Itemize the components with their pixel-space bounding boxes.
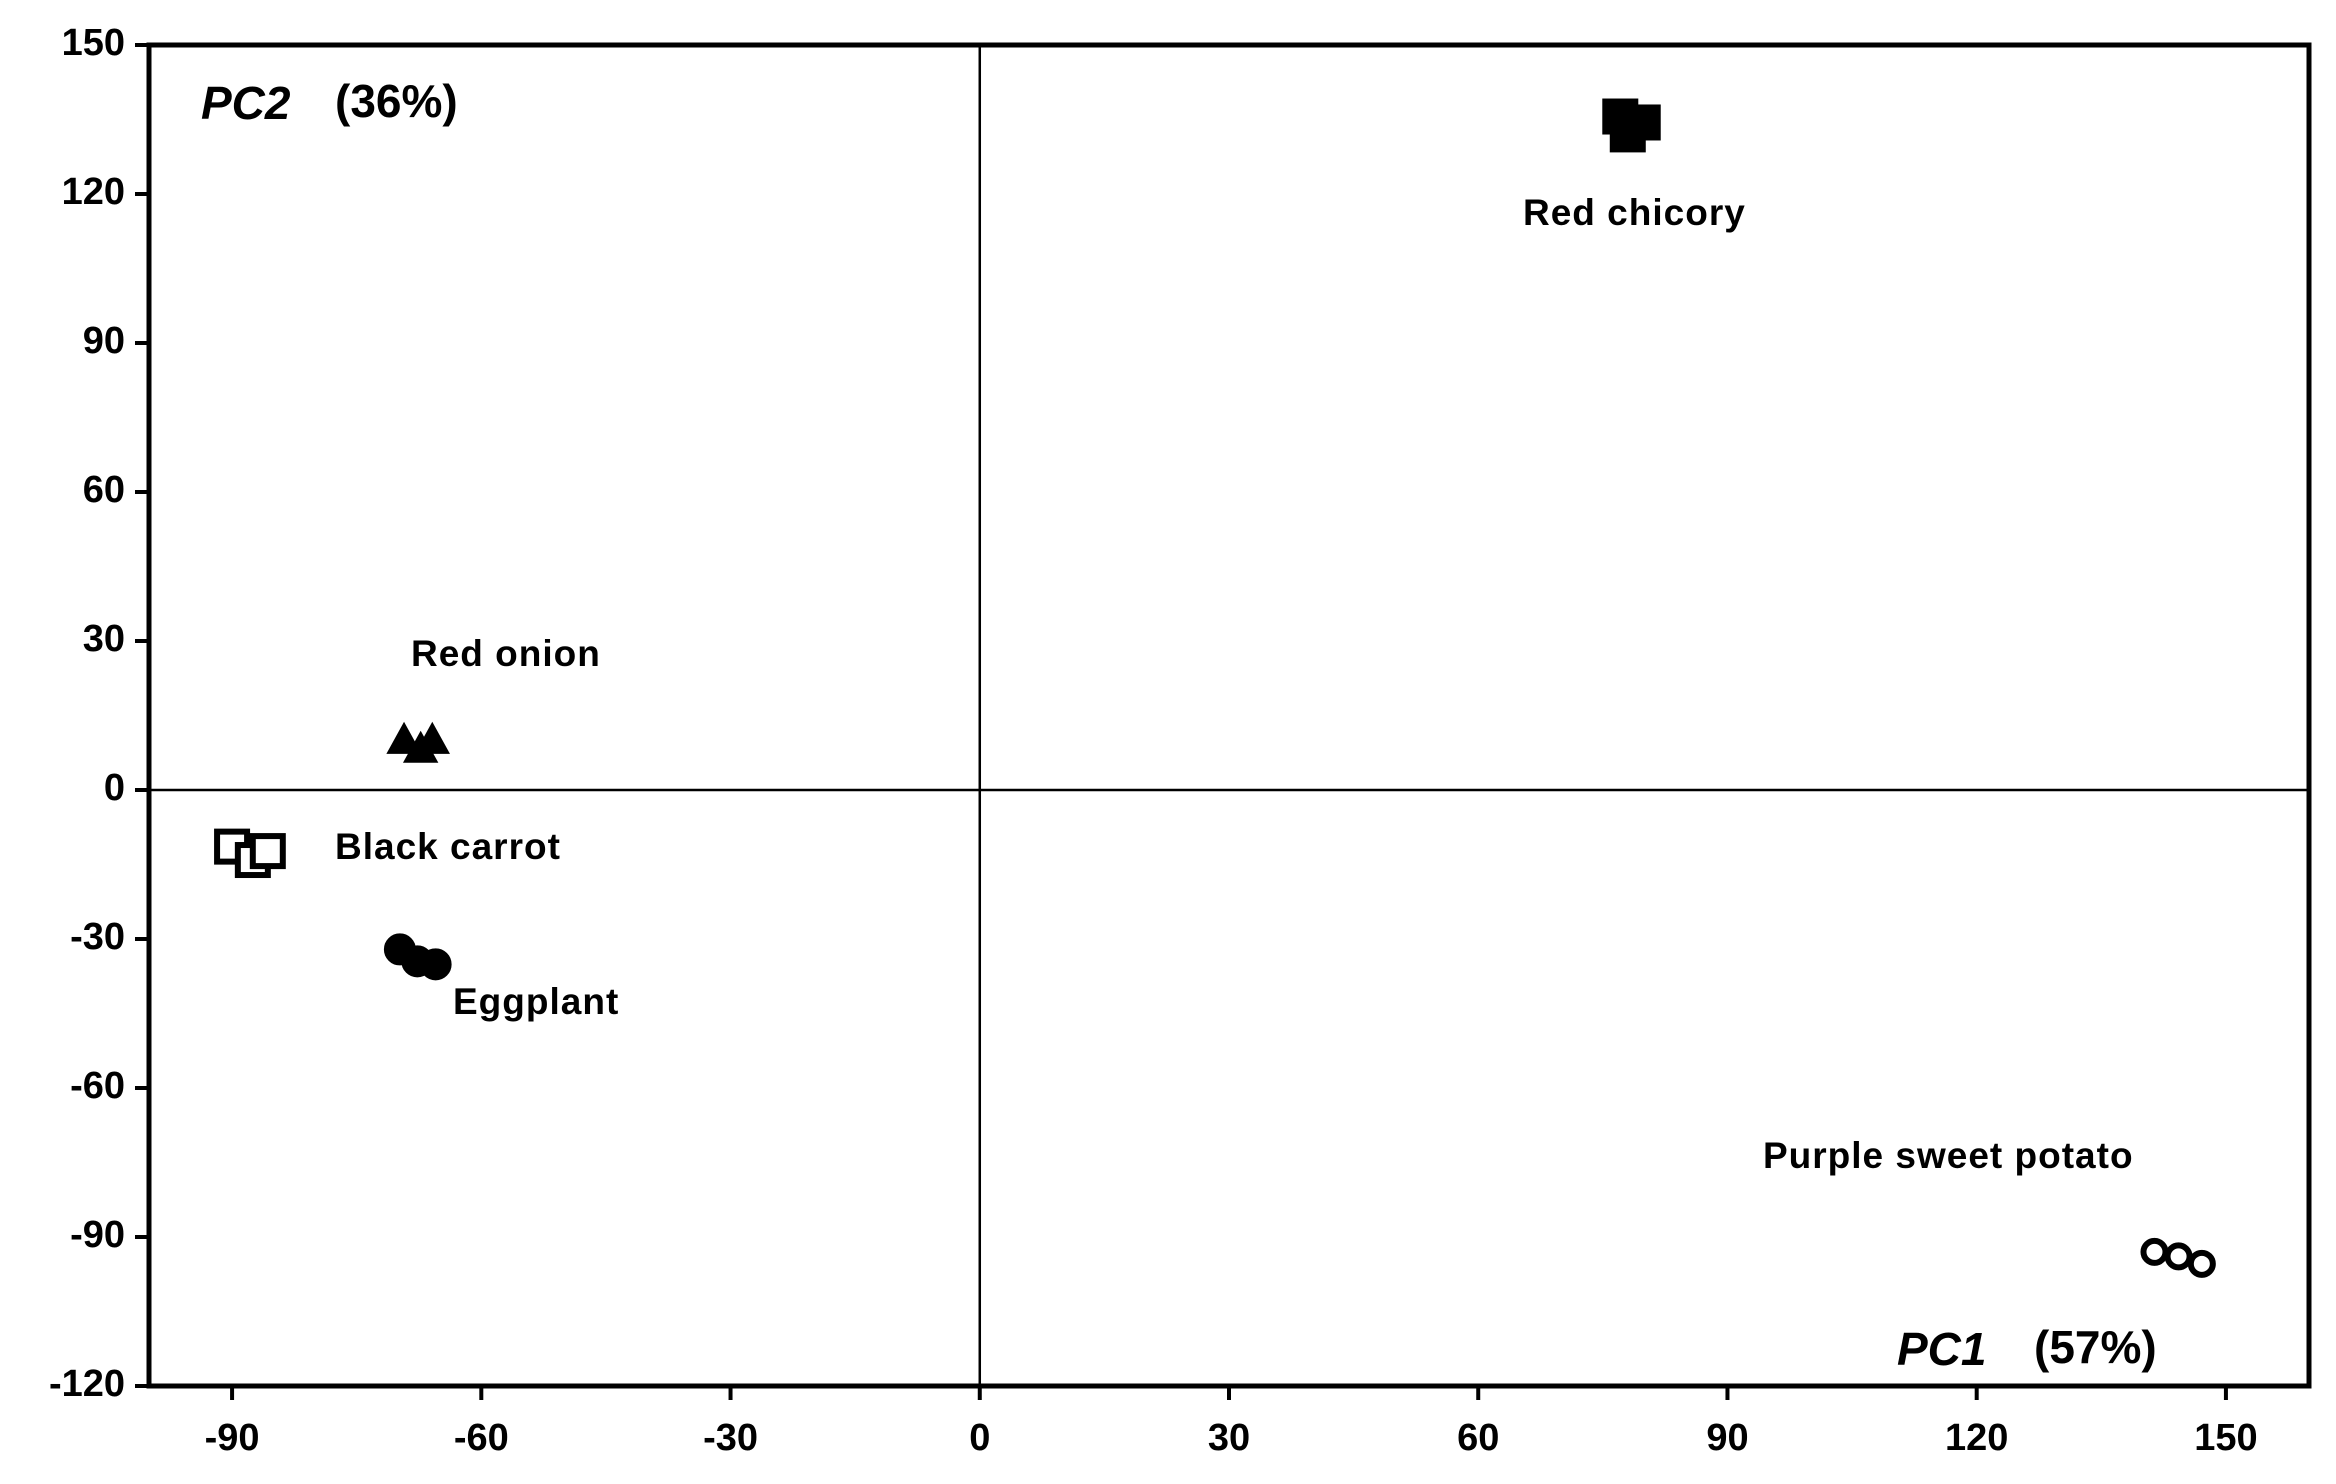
y-axis-percent: (36%) <box>335 75 458 127</box>
x-tick-label: 90 <box>1706 1417 1748 1459</box>
series-label: Eggplant <box>453 981 619 1022</box>
point <box>1624 104 1661 141</box>
plot-frame <box>146 42 2312 1389</box>
x-tick-label: 150 <box>2194 1417 2257 1459</box>
point <box>414 721 450 754</box>
y-tick-label: -90 <box>70 1214 125 1256</box>
x-axis-name: PC1 <box>1897 1323 1986 1375</box>
x-tick-label: -90 <box>205 1417 260 1459</box>
x-tick-label: 120 <box>1945 1417 2008 1459</box>
y-tick-label: 150 <box>62 22 125 64</box>
point <box>2140 1237 2169 1266</box>
x-tick-label: 60 <box>1457 1417 1499 1459</box>
y-tick-label: -30 <box>70 916 125 958</box>
series-label: Red chicory <box>1523 192 1746 233</box>
point <box>2187 1249 2216 1278</box>
x-tick-label: 0 <box>969 1417 990 1459</box>
y-tick-label: 0 <box>104 767 125 809</box>
y-tick-label: -120 <box>49 1363 125 1405</box>
x-tick-label: -30 <box>703 1417 758 1459</box>
y-tick-label: 120 <box>62 171 125 213</box>
y-tick-label: 60 <box>83 469 125 511</box>
point <box>249 833 286 870</box>
x-tick-label: 30 <box>1208 1417 1250 1459</box>
point <box>419 948 452 981</box>
y-tick-label: 30 <box>83 618 125 660</box>
series-label: Purple sweet potato <box>1763 1135 2134 1176</box>
x-axis-percent: (57%) <box>2034 1321 2157 1373</box>
x-tick-label: -60 <box>454 1417 509 1459</box>
point <box>386 721 422 754</box>
point <box>2164 1242 2193 1271</box>
series-label: Red onion <box>411 633 601 674</box>
y-tick-label: 90 <box>83 320 125 362</box>
y-tick-label: -60 <box>70 1065 125 1107</box>
series-label: Black carrot <box>335 826 561 867</box>
y-axis-name: PC2 <box>201 77 291 129</box>
